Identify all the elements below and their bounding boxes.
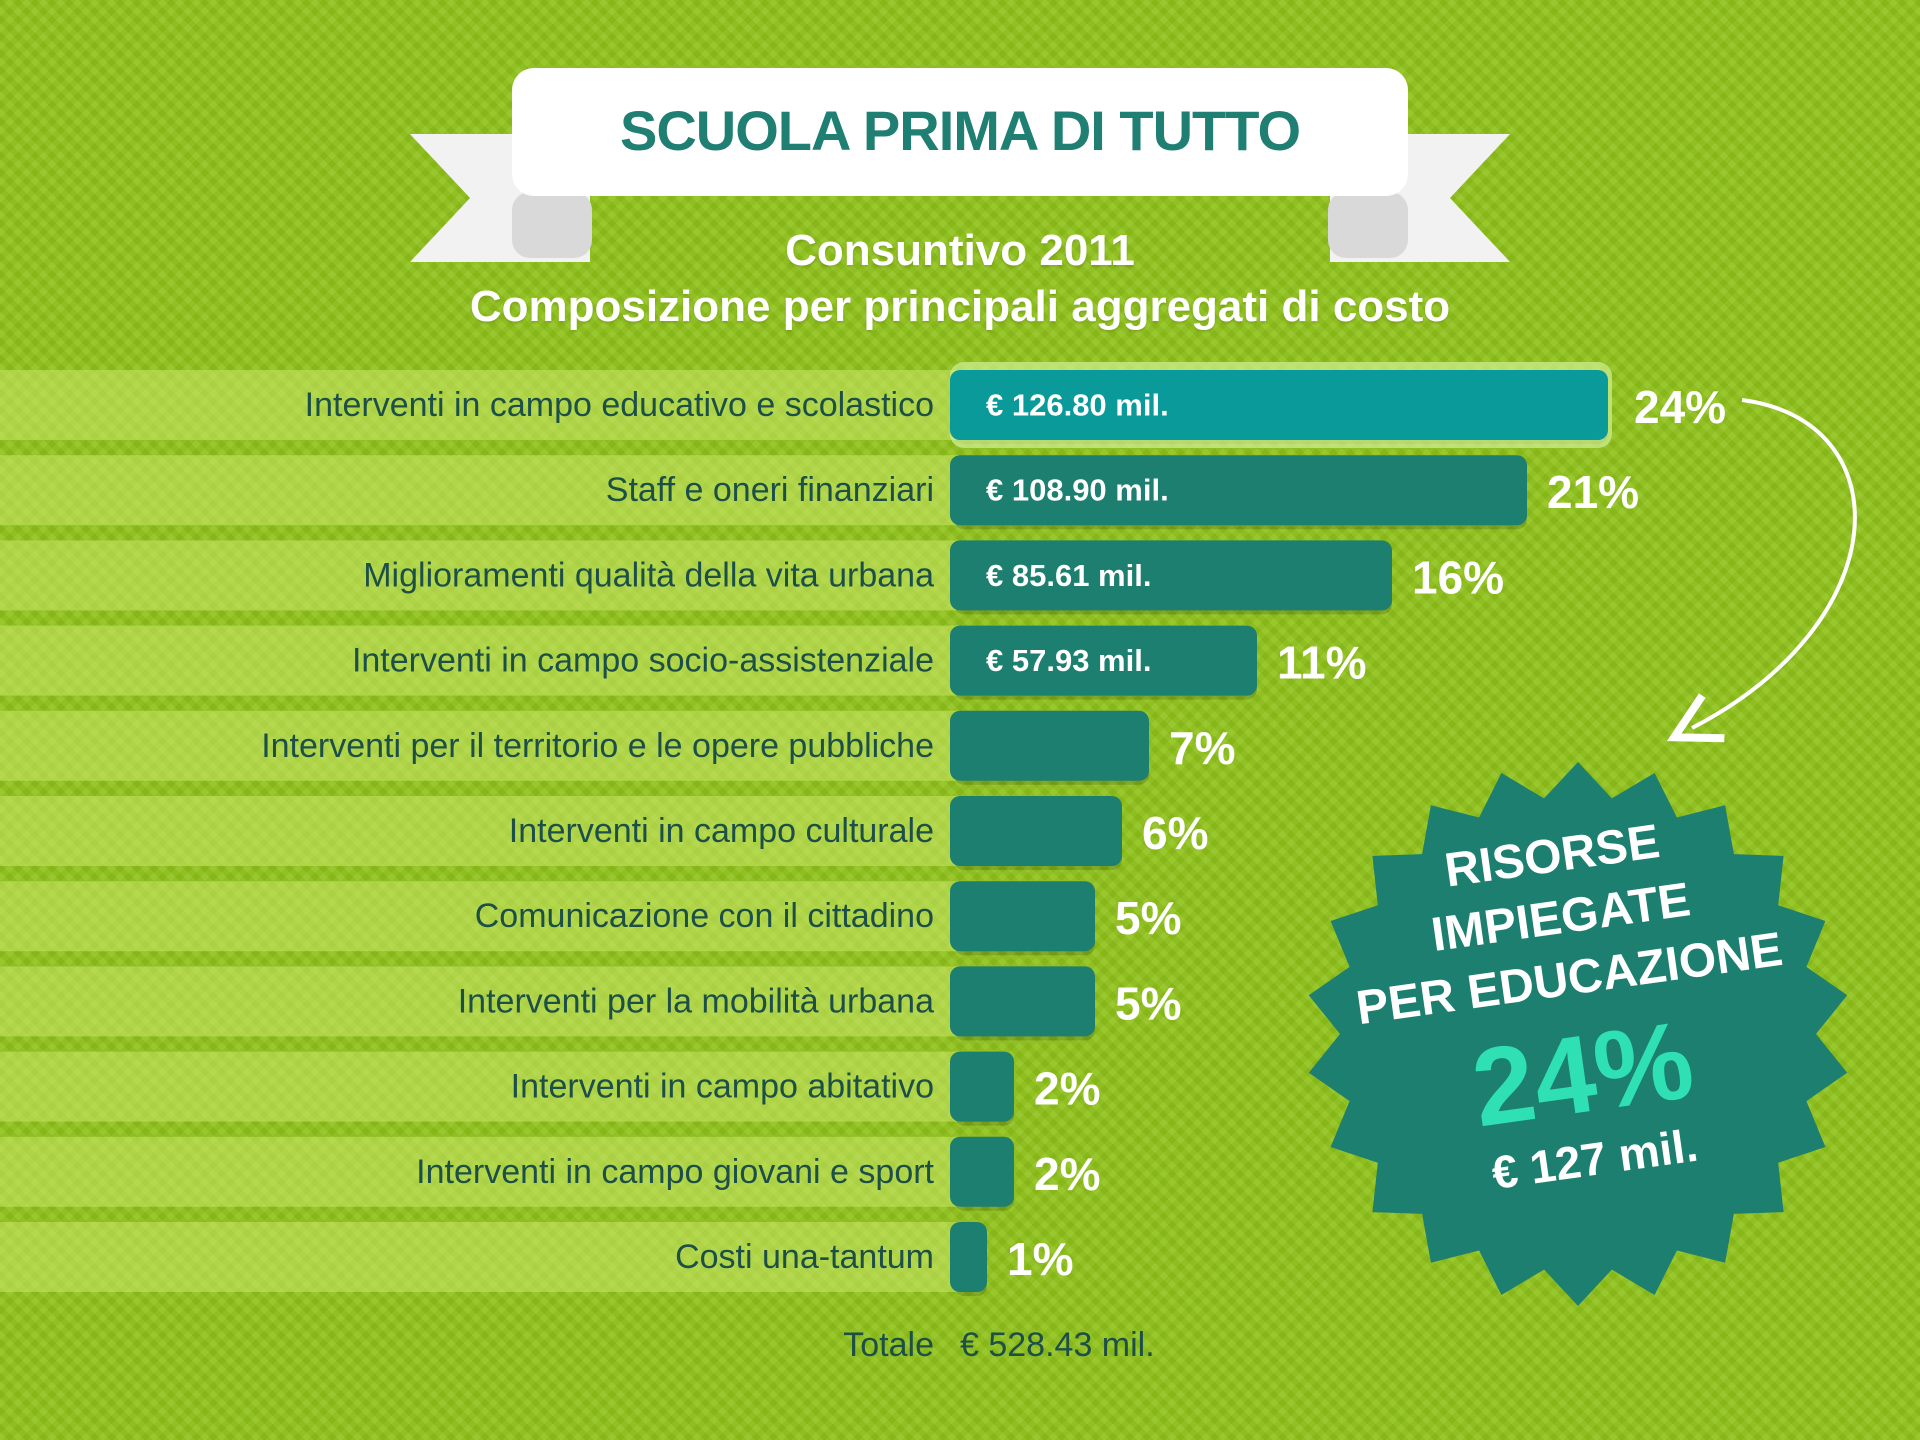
percent-label: 16% bbox=[1412, 551, 1504, 603]
row-stripe bbox=[0, 370, 960, 440]
curved-arrow-icon bbox=[1692, 398, 1857, 728]
row-stripe bbox=[0, 1222, 960, 1292]
value-label: € 57.93 mil. bbox=[986, 643, 1151, 678]
bar bbox=[950, 966, 1095, 1037]
badge-percent: 24% bbox=[1465, 998, 1700, 1150]
bar bbox=[950, 370, 1608, 440]
category-label: Miglioramenti qualità della vita urbana bbox=[363, 556, 934, 594]
row-stripe bbox=[0, 796, 960, 866]
subtitle-year: Consuntivo 2011 bbox=[785, 226, 1135, 275]
percent-label: 1% bbox=[1007, 1233, 1073, 1285]
row-stripe bbox=[0, 1136, 960, 1207]
badge-star-shape bbox=[1308, 762, 1848, 1306]
row-stripe bbox=[0, 966, 960, 1037]
ribbon-fold-left bbox=[512, 192, 592, 258]
percent-label: 5% bbox=[1115, 892, 1181, 944]
bar bbox=[950, 540, 1392, 611]
percent-label: 11% bbox=[1277, 637, 1367, 689]
row-stripe bbox=[0, 625, 960, 696]
row-stripe bbox=[0, 540, 960, 611]
category-label: Interventi in campo socio-assistenziale bbox=[352, 642, 934, 680]
subtitle-description: Composizione per principali aggregati di… bbox=[469, 282, 1451, 331]
bar bbox=[950, 881, 1095, 952]
category-label: Costi una-tantum bbox=[675, 1238, 934, 1276]
category-label: Interventi per la mobilità urbana bbox=[458, 982, 934, 1020]
percent-label: 5% bbox=[1115, 977, 1181, 1029]
percent-label: 2% bbox=[1034, 1063, 1100, 1115]
bar bbox=[950, 1051, 1014, 1122]
page-title: SCUOLA PRIMA DI TUTTO bbox=[619, 98, 1301, 162]
category-label: Interventi in campo giovani e sport bbox=[416, 1153, 934, 1191]
row-stripe bbox=[0, 881, 960, 952]
value-label: € 108.90 mil. bbox=[986, 473, 1169, 508]
value-label: € 126.80 mil. bbox=[986, 388, 1169, 423]
category-label: Interventi in campo abitativo bbox=[511, 1068, 934, 1106]
bar bbox=[950, 796, 1122, 866]
percent-label: 2% bbox=[1034, 1148, 1100, 1200]
total-label: Totale bbox=[843, 1326, 934, 1364]
percent-label: 6% bbox=[1142, 807, 1208, 859]
percent-label: 21% bbox=[1547, 466, 1639, 518]
category-label: Staff e oneri finanziari bbox=[606, 471, 934, 509]
percent-label: 24% bbox=[1634, 381, 1726, 433]
category-label: Interventi in campo educativo e scolasti… bbox=[305, 386, 934, 424]
bar bbox=[950, 710, 1149, 781]
value-label: € 85.61 mil. bbox=[986, 558, 1151, 593]
bar bbox=[950, 1222, 987, 1292]
bar bbox=[950, 625, 1257, 696]
category-label: Comunicazione con il cittadino bbox=[475, 897, 934, 935]
bar bbox=[950, 455, 1527, 526]
category-label: Interventi per il territorio e le opere … bbox=[261, 727, 934, 765]
ribbon-band bbox=[512, 68, 1408, 196]
total-value: € 528.43 mil. bbox=[960, 1326, 1155, 1364]
ribbon-fold-right bbox=[1328, 192, 1408, 258]
bar bbox=[950, 1136, 1014, 1207]
row-stripe bbox=[0, 455, 960, 526]
category-label: Interventi in campo culturale bbox=[509, 812, 934, 850]
row-stripe bbox=[0, 710, 960, 781]
row-stripe bbox=[0, 1051, 960, 1122]
percent-label: 7% bbox=[1169, 722, 1235, 774]
